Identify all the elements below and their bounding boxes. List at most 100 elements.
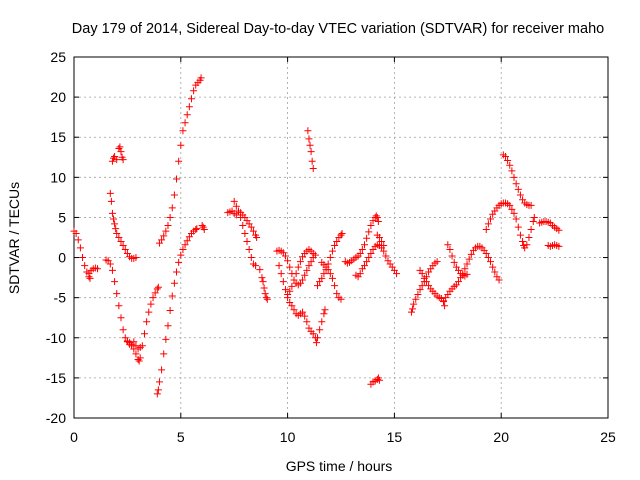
- data-point: [393, 270, 401, 278]
- data-point: [309, 165, 317, 173]
- series-arc10: [224, 207, 261, 241]
- data-point: [372, 212, 380, 220]
- data-point: [516, 191, 524, 199]
- data-point: [514, 223, 522, 231]
- chart-title: Day 179 of 2014, Sidereal Day-to-day VTE…: [72, 21, 604, 37]
- series-arc16: [304, 127, 317, 173]
- data-point: [79, 254, 87, 262]
- data-point: [304, 127, 312, 135]
- data-point: [305, 135, 313, 143]
- data-point: [365, 254, 373, 262]
- data-point: [279, 278, 287, 286]
- data-point: [115, 302, 123, 310]
- data-point: [108, 209, 116, 217]
- data-point: [115, 234, 123, 241]
- series-arc5: [108, 143, 127, 165]
- data-point: [107, 197, 115, 205]
- data-point: [331, 242, 339, 250]
- data-point: [508, 167, 516, 175]
- data-point: [316, 326, 324, 334]
- data-point: [113, 290, 121, 298]
- series-arc7: [153, 225, 201, 398]
- y-tick-label: 20: [50, 89, 66, 105]
- data-point: [331, 282, 339, 290]
- data-point: [484, 220, 492, 228]
- data-point: [292, 270, 300, 278]
- series-arc30: [544, 241, 563, 250]
- data-point: [482, 225, 490, 233]
- data-point: [374, 217, 382, 225]
- data-point: [307, 148, 315, 156]
- data-point: [119, 156, 127, 164]
- data-point: [116, 143, 124, 151]
- data-point: [192, 225, 200, 233]
- data-point: [463, 260, 471, 268]
- data-point: [484, 254, 492, 262]
- x-tick-label: 20: [493, 429, 509, 445]
- data-point: [177, 251, 185, 259]
- data-point: [510, 209, 518, 217]
- data-point: [190, 87, 198, 95]
- data-point: [239, 221, 247, 229]
- data-point: [86, 274, 94, 282]
- data-point: [136, 354, 144, 362]
- y-tick-label: -10: [46, 330, 66, 346]
- x-tick-label: 10: [280, 429, 296, 445]
- data-point: [338, 229, 346, 237]
- data-point: [378, 238, 386, 246]
- data-point: [275, 262, 283, 270]
- data-point: [318, 274, 326, 282]
- data-point: [158, 236, 166, 244]
- data-point: [177, 141, 185, 149]
- data-point: [106, 260, 114, 268]
- data-point: [508, 205, 516, 213]
- data-point: [166, 307, 174, 315]
- data-point: [501, 152, 509, 160]
- data-point: [193, 225, 201, 233]
- data-point: [307, 258, 315, 266]
- data-point: [258, 274, 266, 282]
- data-point: [514, 185, 522, 193]
- data-point: [234, 207, 242, 215]
- data-point: [281, 286, 289, 294]
- data-point: [200, 225, 208, 233]
- data-point: [333, 290, 341, 298]
- data-point: [309, 330, 317, 338]
- data-point: [290, 306, 298, 314]
- axis-ticks: 0 5 10 15 20 25 -20 -15 -10 -5 0 5 10 15 20 25: [46, 49, 616, 445]
- data-point: [117, 238, 125, 246]
- series-arc28: [499, 151, 535, 209]
- data-point: [108, 157, 116, 165]
- data-point: [162, 335, 170, 343]
- data-points: [70, 74, 563, 398]
- data-point: [463, 270, 471, 278]
- data-point: [516, 231, 524, 239]
- data-point: [281, 252, 289, 260]
- data-point: [173, 268, 181, 276]
- data-point: [337, 295, 345, 303]
- series-arc20: [352, 241, 401, 281]
- data-point: [185, 103, 193, 111]
- data-point: [414, 290, 422, 298]
- data-point: [288, 282, 296, 290]
- data-point: [356, 270, 364, 278]
- data-point: [121, 246, 129, 254]
- x-tick-label: 25: [600, 429, 616, 445]
- data-point: [446, 246, 454, 254]
- data-point: [409, 305, 417, 313]
- x-axis-label: GPS time / hours: [286, 458, 393, 474]
- series-arc9: [198, 221, 208, 233]
- data-point: [506, 161, 514, 169]
- data-point: [140, 330, 148, 338]
- series-arc29: [536, 217, 563, 234]
- data-point: [93, 265, 101, 273]
- data-point: [301, 312, 309, 320]
- data-point: [153, 390, 161, 398]
- data-point: [418, 282, 426, 290]
- data-point: [132, 350, 140, 358]
- data-point: [166, 213, 174, 221]
- data-point: [328, 247, 336, 255]
- series-arc18: [318, 258, 345, 303]
- data-point: [232, 211, 240, 219]
